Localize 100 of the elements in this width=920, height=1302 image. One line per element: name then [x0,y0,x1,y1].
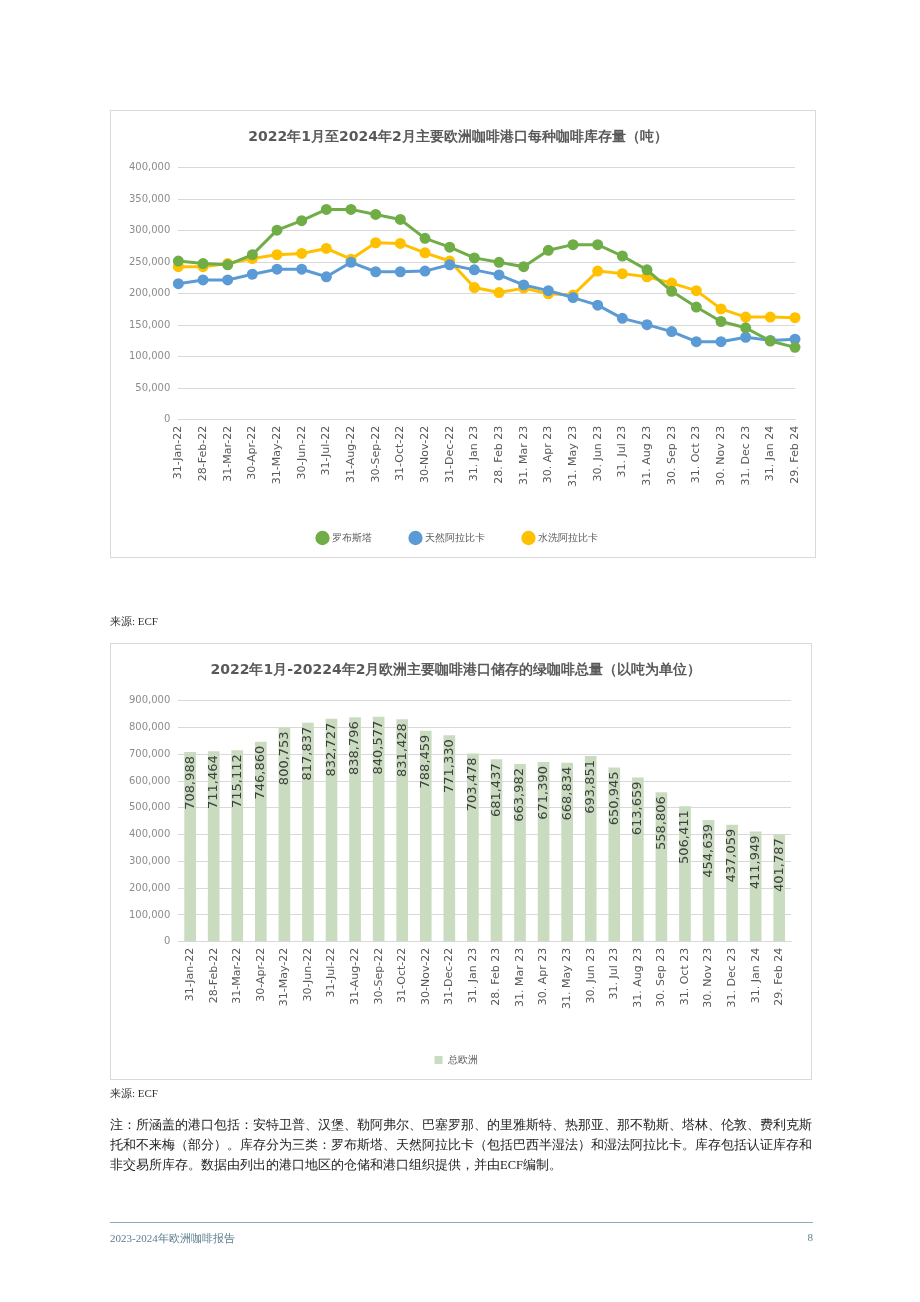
y-tick-label: 400,000 [128,161,171,173]
y-tick-label: 600,000 [128,774,171,786]
data-label: 454,639 [699,824,715,878]
x-tick-label: 31. Oct 23 [677,947,691,1006]
y-tick-label: 100,000 [128,350,171,362]
y-tick-label: 300,000 [128,855,171,867]
data-label: 558,806 [652,796,668,850]
data-label: 506,411 [676,810,692,864]
data-label: 838,796 [346,721,362,775]
y-tick-label: 50,000 [135,381,171,393]
x-tick-label: 30-Sep-22 [371,947,385,1005]
x-tick-label: 31-Jul-22 [319,425,333,476]
y-tick-label: 200,000 [128,287,171,299]
y-tick-label: 900,000 [128,694,171,706]
text: 注：所涵盖的港口包括：安特卫普、汉堡、勒阿弗尔、巴塞罗那、的里雅斯特、热那亚、那不勒斯、塔林、伦敦、费利克斯托和不来梅（部分）。库存分为三类：罗布斯塔、天然阿拉比卡（包括巴西半湿法）和湿法阿拉比卡。库存包括认证库存和非交易所库存。数据由列出的港口地区的仓储和港口组织提供，并由ECF编制。 [110,1117,813,1174]
x-tick-label: 31. Jul 23 [607,947,621,1000]
y-tick-label: 0 [163,413,171,425]
x-tick-label: 31-Dec-22 [442,947,456,1005]
x-tick-label: 31. Jan 23 [465,947,479,1004]
x-tick-label: 30. Apr 23 [536,947,550,1006]
x-tick-label: 31-Mar-22 [220,425,234,482]
y-tick-label: 400,000 [128,828,171,840]
data-label: 715,112 [228,754,244,809]
x-tick-label: 30. Nov 23 [701,947,715,1008]
x-tick-label: 30-Sep-22 [368,425,382,483]
data-label: 663,982 [511,767,527,822]
x-tick-label: 31-Aug-22 [343,425,357,483]
x-tick-label: 31. Jan 23 [467,425,481,482]
x-tick-label: 31. Jan 24 [763,425,777,482]
x-tick-label: 31-Jul-22 [324,947,338,998]
y-tick-label: 350,000 [128,192,171,204]
source-note: 来源: ECF [110,1086,159,1101]
x-tick-label: 30. Sep 23 [654,947,668,1007]
data-label: 711,464 [205,755,221,810]
legend-label: 总欧洲 [446,1053,478,1065]
x-tick-label: 30. Jun 23 [583,947,597,1004]
x-tick-label: 29. Feb 24 [772,947,786,1006]
data-label: 681,437 [487,763,503,818]
data-label: 746,860 [252,745,268,800]
x-tick-label: 31-Jan-22 [171,425,185,480]
x-tick-label: 30-Apr-22 [245,425,259,480]
x-tick-label: 28-Feb-22 [195,425,209,482]
data-label: 832,727 [322,722,338,777]
x-tick-label: 30. Nov 23 [713,425,727,486]
x-tick-label: 31. Mar 23 [512,947,526,1008]
data-label: 708,988 [181,755,197,810]
x-tick-label: 31. Mar 23 [516,425,530,486]
x-tick-label: 31. May 23 [560,947,574,1010]
x-tick-label: 31. Aug 23 [630,947,644,1008]
x-tick-label: 30-Jun-22 [294,425,308,480]
data-label: 671,390 [534,766,550,820]
x-tick-label: 30. Apr 23 [541,425,555,484]
data-label: 800,753 [275,731,291,786]
data-label: 693,851 [582,760,598,814]
x-tick-label: 31. Aug 23 [639,425,653,486]
x-tick-label: 31-Oct-22 [393,425,407,482]
data-label: 668,834 [558,766,574,821]
x-tick-label: 30. Sep 23 [664,425,678,485]
data-label: 831,428 [393,723,409,777]
x-tick-label: 31-May-22 [277,947,291,1007]
x-tick-label: 31-Oct-22 [395,947,409,1004]
y-tick-label: 100,000 [128,908,171,920]
x-tick-label: 28. Feb 23 [491,425,505,484]
data-label: 817,837 [299,726,315,781]
data-label: 437,059 [723,828,739,883]
y-tick-label: 250,000 [128,255,171,267]
y-tick-label: 200,000 [128,881,171,893]
data-label: 650,945 [605,771,621,826]
x-tick-label: 31-Aug-22 [347,947,361,1005]
y-tick-label: 300,000 [128,224,171,236]
x-tick-label: 28. Feb 23 [489,947,503,1006]
text: 8 [807,1231,813,1245]
legend-label: 水洗阿拉比卡 [537,531,598,543]
source-note: 来源: ECF [110,614,158,629]
y-tick-label: 800,000 [128,721,171,733]
x-tick-label: 31-Mar-22 [230,947,244,1004]
legend-label: 天然阿拉比卡 [424,531,485,543]
x-tick-label: 31. Oct 23 [689,425,703,484]
data-label: 411,949 [747,835,763,890]
data-label: 703,478 [464,757,480,812]
x-tick-label: 31. Jan 24 [748,947,762,1004]
chart-title: 2022年1月至2024年2月主要欧洲咖啡港口每种咖啡库存量（吨） [248,128,668,145]
x-tick-label: 31-Dec-22 [442,425,456,483]
legend-label: 罗布斯塔 [331,531,372,543]
y-tick-label: 0 [163,935,171,947]
x-tick-label: 31. Dec 23 [724,947,738,1008]
x-tick-label: 31. May 23 [565,425,579,488]
data-label: 788,459 [417,734,433,789]
x-tick-label: 31. Dec 23 [738,425,752,486]
x-tick-label: 30-Nov-22 [417,425,431,483]
x-tick-label: 31. Jul 23 [615,425,629,478]
data-label: 771,330 [440,739,456,794]
x-tick-label: 29. Feb 24 [787,425,801,484]
data-label: 840,577 [370,720,386,775]
x-tick-label: 30-Apr-22 [253,947,267,1002]
x-tick-label: 31-Jan-22 [182,947,196,1002]
y-tick-label: 150,000 [128,318,171,330]
x-tick-label: 31-May-22 [269,425,283,485]
y-tick-label: 700,000 [128,747,171,759]
text: 2023-2024年欧洲咖啡报告 [110,1231,235,1246]
